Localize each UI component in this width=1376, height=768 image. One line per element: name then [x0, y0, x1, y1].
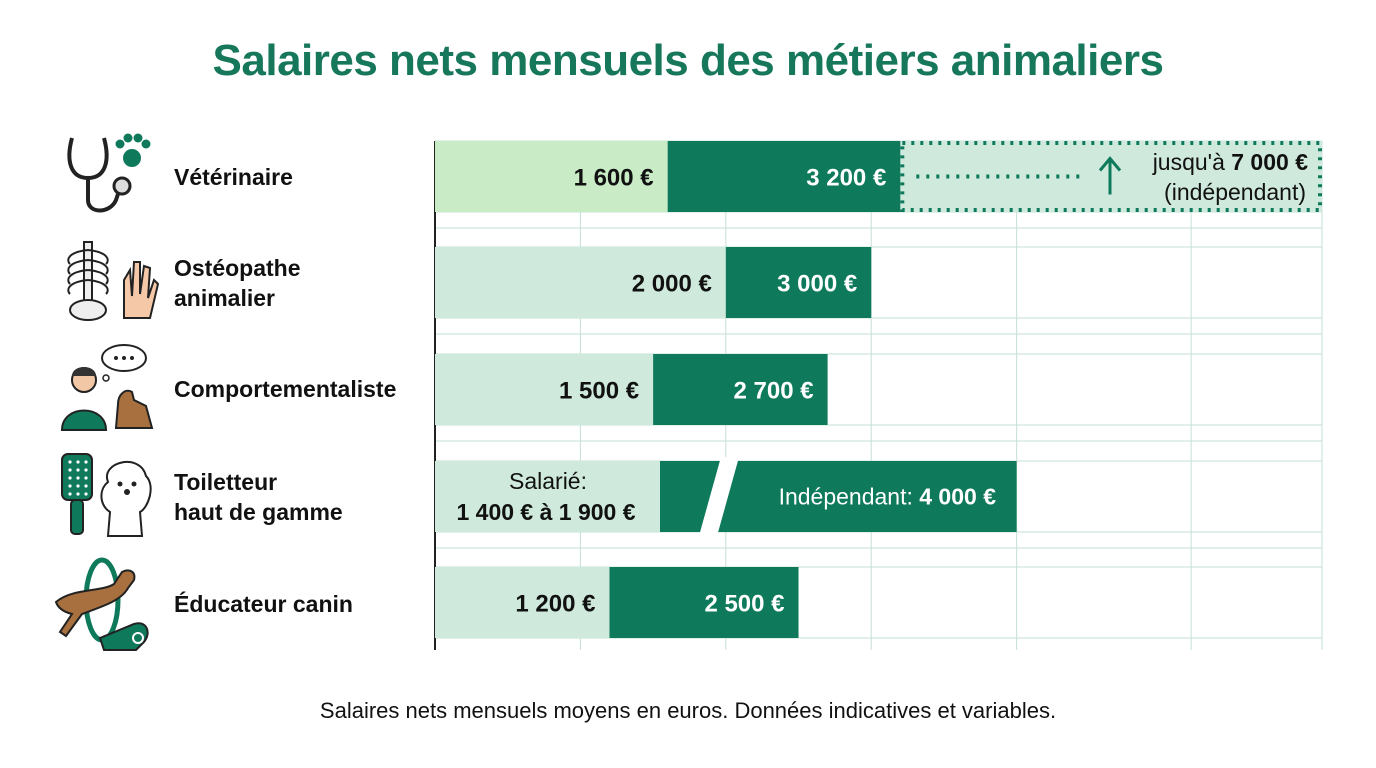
category-label-line: haut de gamme: [174, 499, 343, 525]
poodle-eye: [131, 481, 137, 487]
bar-low-label: 1 400 € à 1 900 €: [456, 499, 635, 525]
paw-toe: [141, 139, 151, 149]
pelvis: [69, 299, 107, 321]
extension-note: (indépendant): [1164, 179, 1306, 205]
bar-high: [667, 141, 901, 212]
paw-pad: [123, 149, 141, 167]
bar-low-label: 1 500 €: [559, 378, 639, 405]
axis-break-line: [715, 456, 739, 537]
category-label-toiletteur: Toiletteur haut de gamme: [174, 467, 343, 527]
brush-bristle: [68, 484, 72, 488]
bar-low-label: 1 600 €: [574, 165, 654, 192]
category-icons: [54, 133, 160, 651]
bar-extension-border: [900, 141, 1322, 212]
person-hair: [72, 367, 96, 376]
bar-low: [435, 141, 668, 212]
brush-bristle: [68, 468, 72, 472]
category-label-veterinaire: Vétérinaire: [174, 162, 293, 192]
category-label-line: Vétérinaire: [174, 164, 293, 190]
brush-bristle: [76, 476, 80, 480]
brush-bristle: [84, 476, 88, 480]
poodle-eye: [117, 481, 123, 487]
bar-high-label: 3 200 €: [806, 165, 886, 192]
bar-high: [609, 567, 799, 638]
brush-bristle: [76, 460, 80, 464]
brush-bristle: [84, 492, 88, 496]
category-label-comportementaliste: Comportementaliste: [174, 374, 396, 404]
stethoscope-paw-icon: [67, 133, 151, 213]
skeleton-hand-icon: [67, 241, 160, 321]
brush-bristle: [68, 460, 72, 464]
bar-high-label: 2 500 €: [704, 591, 784, 618]
paw-toe: [133, 133, 143, 143]
category-label-educateur: Éducateur canin: [174, 589, 353, 619]
brush-bristle: [84, 460, 88, 464]
paw-toe: [123, 133, 133, 143]
bar-low: [435, 461, 660, 532]
brush-poodle-icon: [61, 453, 152, 537]
person-body: [60, 409, 108, 431]
axis-break-line: [699, 456, 723, 537]
bar-row-educateur: 1 200 € 2 500 €: [435, 567, 799, 638]
brush-bristle: [68, 476, 72, 480]
rib: [67, 279, 109, 295]
bar-high: [725, 247, 872, 318]
paw-toe: [115, 139, 125, 149]
brush-bristle: [76, 468, 80, 472]
bar-low: [435, 567, 610, 638]
bar-high: [653, 354, 828, 425]
brush-bristle: [76, 484, 80, 488]
bar-row-osteopathe: 2 000 € 3 000 €: [435, 247, 872, 318]
rib: [67, 259, 109, 275]
bar-high-label: 3 000 €: [777, 271, 857, 298]
poodle-body: [100, 460, 152, 537]
stethoscope-bell: [112, 176, 132, 196]
hand: [123, 261, 160, 319]
bar-low-label: Salarié:: [509, 468, 587, 494]
stethoscope-tube: [86, 178, 122, 213]
whistle: [98, 622, 149, 651]
category-label-line: Ostéopathe: [174, 255, 301, 281]
rib: [67, 249, 109, 265]
bar-row-toiletteur: Salarié: 1 400 € à 1 900 € Indépendant: 4 …: [435, 456, 1017, 537]
brush-bristle: [76, 492, 80, 496]
extension-label: jusqu'à 7 000 €: [1152, 149, 1309, 175]
poodle-nose: [124, 489, 130, 495]
thought-dot: [114, 356, 118, 360]
whistle-hole: [132, 632, 144, 644]
chart-footnote: Salaires nets mensuels moyens en euros. …: [319, 698, 1057, 723]
dog-hoop-whistle-icon: [54, 557, 149, 651]
thought-dot: [102, 374, 110, 382]
bar-row-veterinaire: jusqu'à 7 000 € (indépendant) 1 600 € 3 200…: [435, 141, 1322, 212]
bar-low-label: 2 000 €: [632, 271, 712, 298]
bar-low-label: 1 200 €: [515, 591, 595, 618]
dog-jumping: [54, 569, 136, 638]
stethoscope-tube: [67, 137, 109, 181]
brush-bristle: [84, 468, 88, 472]
thought-dot: [130, 356, 134, 360]
axis-break-gap: [700, 457, 738, 536]
rib: [67, 269, 109, 285]
bar-low: [435, 354, 654, 425]
category-label-line: animalier: [174, 285, 275, 311]
bar-row-comportementaliste: 1 500 € 2 700 €: [435, 354, 828, 425]
brush-handle: [70, 499, 84, 535]
category-label-line: Comportementaliste: [174, 376, 397, 402]
category-label-line: Éducateur canin: [174, 591, 353, 617]
up-arrow-icon: [1098, 156, 1122, 172]
person-dog-thought-icon: [60, 344, 154, 431]
category-label-osteopathe: Ostéopathe animalier: [174, 253, 301, 313]
chart-title: Salaires nets mensuels des métiers anima…: [212, 36, 1164, 85]
brush-bristle: [68, 492, 72, 496]
thought-dot: [122, 356, 126, 360]
brush-bristle: [84, 484, 88, 488]
bar-high-label: Indépendant: 4 000 €: [779, 484, 997, 510]
bar-high-label: 2 700 €: [734, 378, 814, 405]
dog-body: [114, 389, 154, 429]
category-label-line: Toiletteur: [174, 469, 278, 495]
bar-low: [435, 247, 726, 318]
